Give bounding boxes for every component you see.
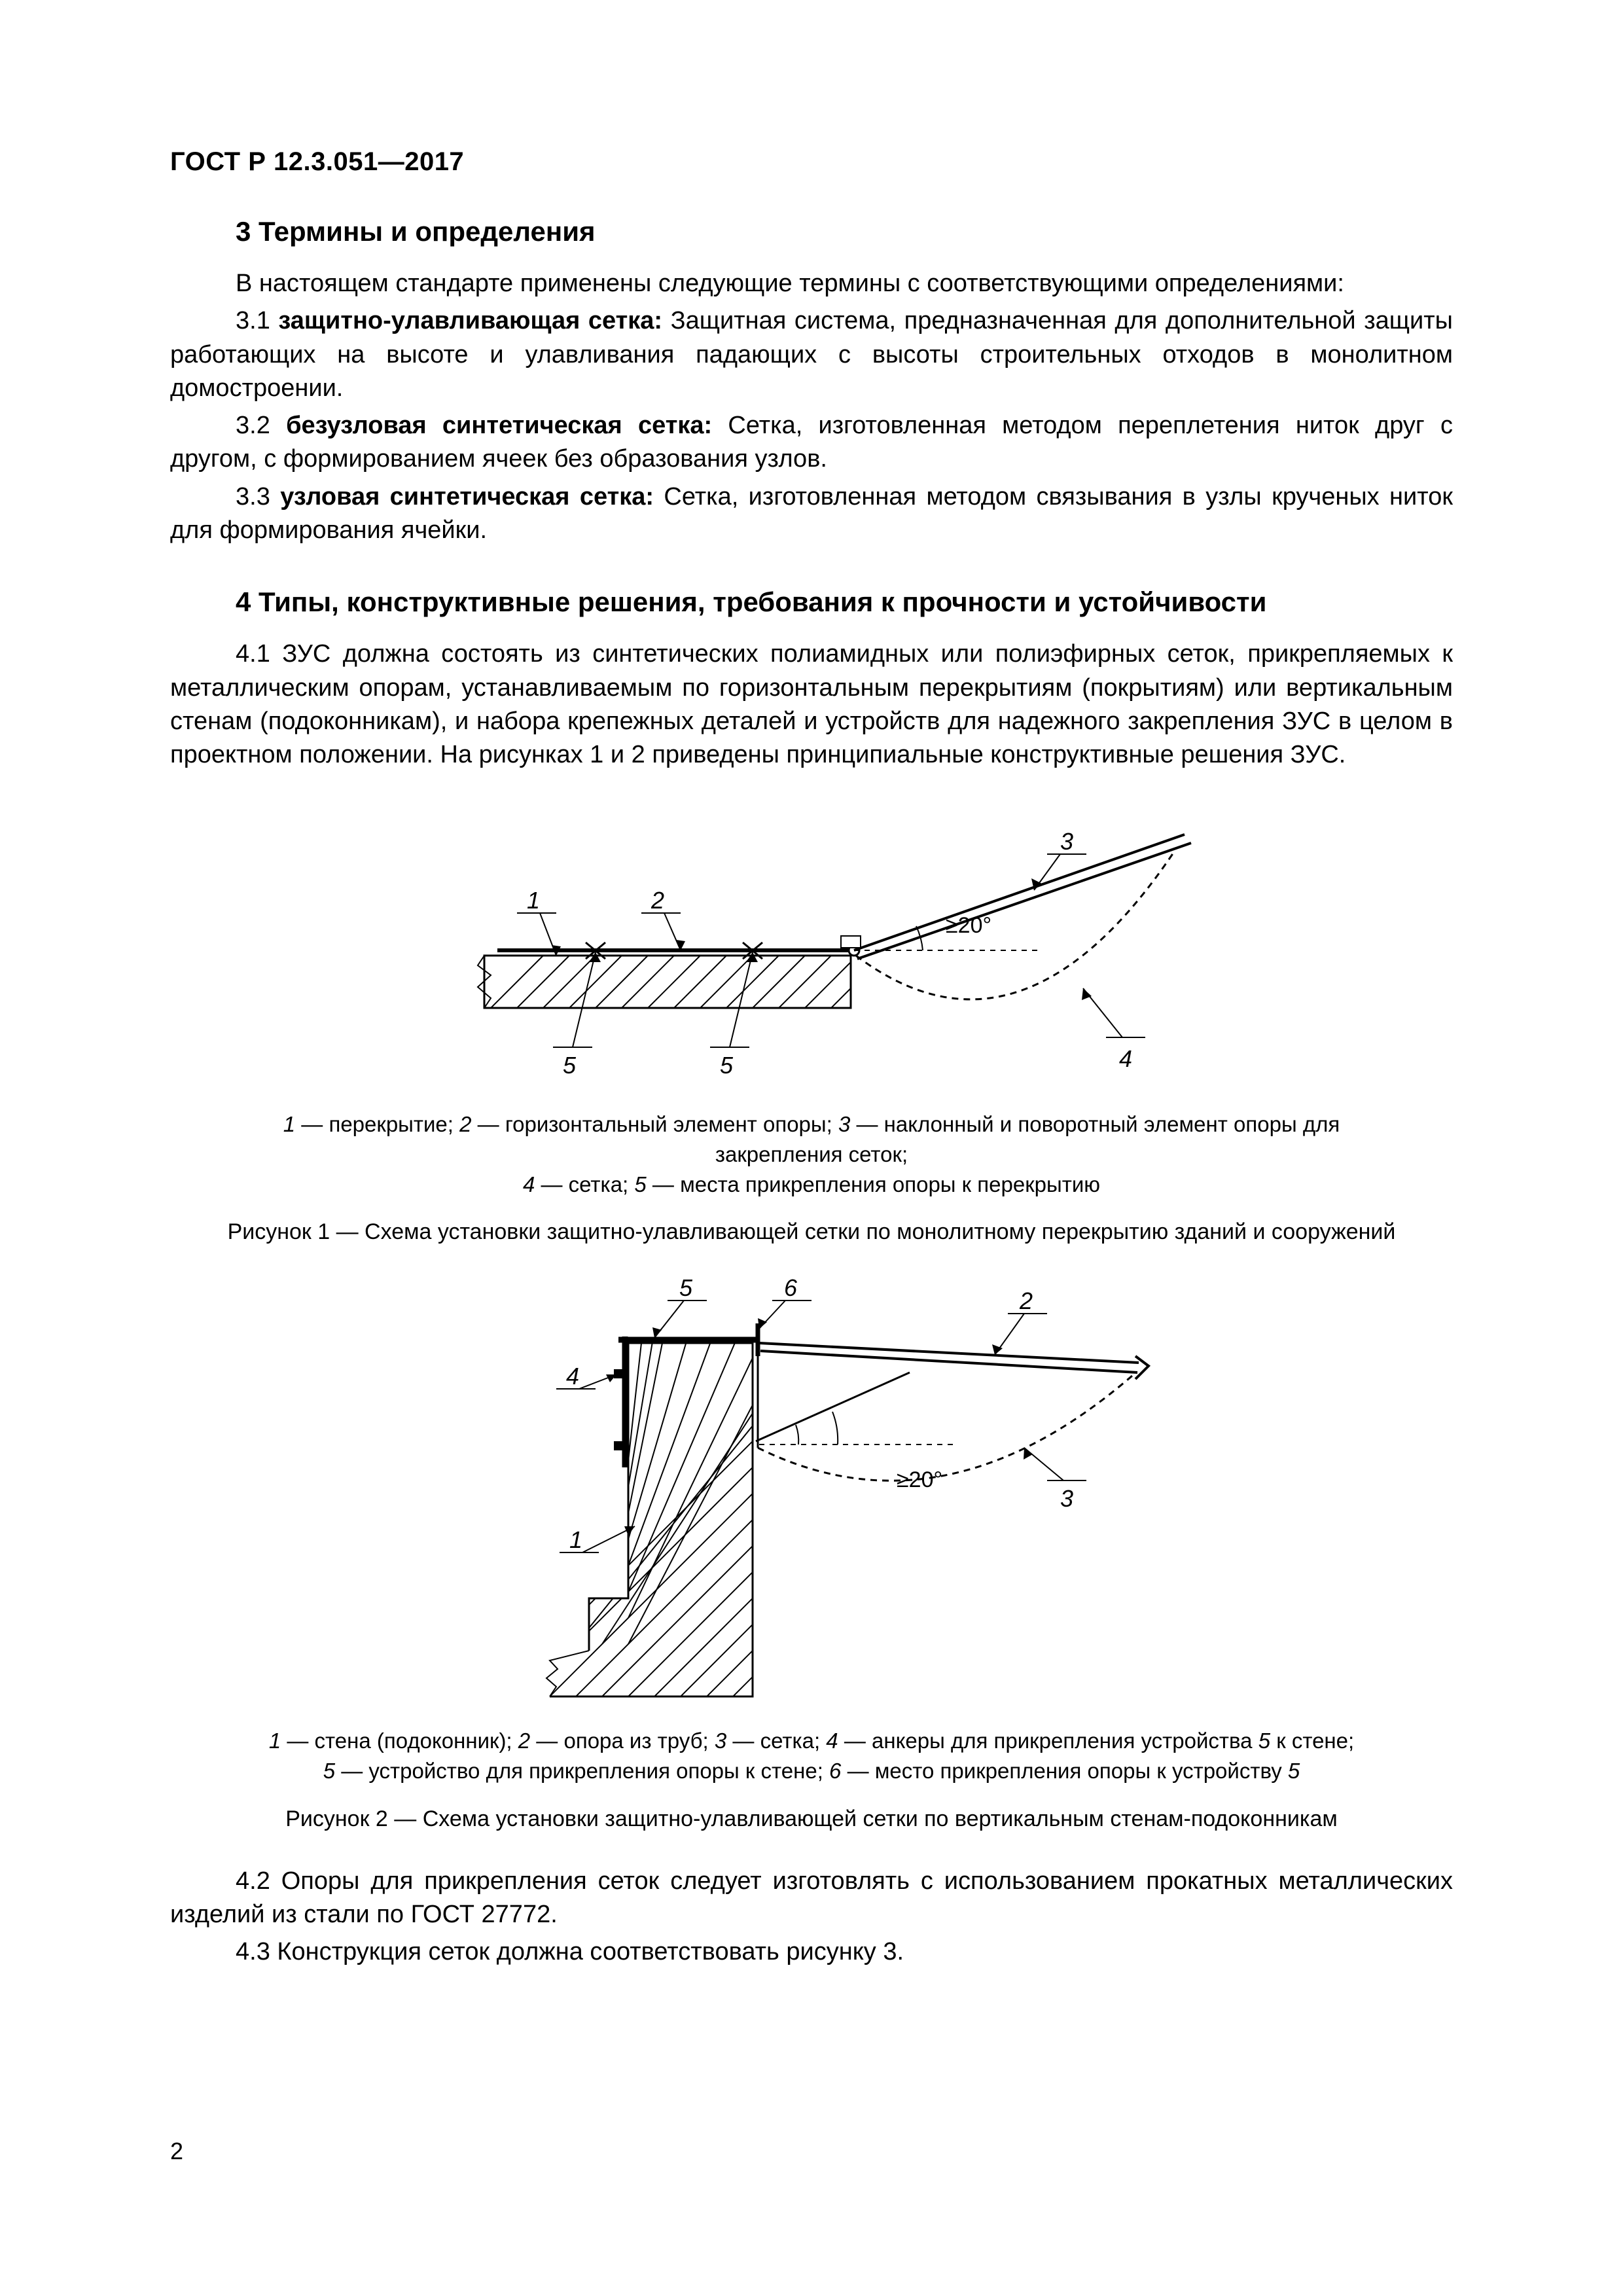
- fig2-label-1: 1: [569, 1526, 582, 1553]
- angle-arc-2b: [796, 1425, 798, 1444]
- figure-2-svg: ≥20° 5 6 2 4: [353, 1278, 1270, 1710]
- term-3-3: 3.3 узловая синтетическая сетка: Сетка, …: [170, 480, 1453, 548]
- anchor-2: [614, 1441, 626, 1450]
- para-4-1: 4.1 ЗУС должна состоять из синтетических…: [170, 637, 1453, 772]
- term-3-1: 3.1 защитно-улавливающая сетка: Защитная…: [170, 304, 1453, 405]
- fig1-label-5a: 5: [563, 1052, 577, 1079]
- pipe-end: [1135, 1356, 1149, 1379]
- document-header: ГОСТ Р 12.3.051—2017: [170, 147, 1453, 177]
- fig2-label-3: 3: [1060, 1485, 1073, 1512]
- page-number: 2: [170, 2138, 183, 2165]
- figure-2-caption: Рисунок 2 — Схема установки защитно-улав…: [170, 1806, 1453, 1832]
- inclined-1: [854, 834, 1185, 950]
- figure-1: ≥20° 1 2 3 4 5: [170, 805, 1453, 1096]
- fig2-label-6: 6: [784, 1278, 798, 1301]
- slab-rect: [484, 956, 851, 1008]
- term-3-3-name: узловая синтетическая сетка:: [280, 483, 654, 511]
- angle-arc-2: [832, 1412, 838, 1444]
- term-3-1-num: 3.1: [236, 307, 278, 334]
- figure-1-svg: ≥20° 1 2 3 4 5: [353, 805, 1270, 1093]
- section-3-heading: 3 Термины и определения: [236, 216, 1453, 247]
- strut: [756, 1372, 910, 1441]
- para-4-3: 4.3 Конструкция сеток должна соответство…: [170, 1935, 1453, 1969]
- fig1-label-3: 3: [1060, 828, 1073, 855]
- term-3-2: 3.2 безузловая синтетическая сетка: Сетк…: [170, 409, 1453, 476]
- term-3-2-num: 3.2: [236, 412, 286, 439]
- term-3-1-name: защитно-улавливающая сетка:: [278, 307, 662, 334]
- fig1-label-5b: 5: [720, 1052, 734, 1079]
- angle-label: ≥20°: [946, 913, 991, 938]
- fig1-label-1: 1: [527, 887, 540, 914]
- net-curve: [856, 851, 1175, 999]
- figure-1-legend: 1 — перекрытие; 2 — горизонтальный элеме…: [223, 1109, 1400, 1200]
- fig2-label-2: 2: [1019, 1287, 1033, 1314]
- figure-2-legend: 1 — стена (подоконник); 2 — опора из тру…: [223, 1726, 1400, 1786]
- section-4-heading: 4 Типы, конструктивные решения, требован…: [236, 586, 1453, 618]
- term-3-2-name: безузловая синтетическая сетка:: [286, 412, 712, 439]
- term-3-3-num: 3.3: [236, 483, 280, 511]
- para-4-2: 4.2 Опоры для прикрепления сеток следует…: [170, 1865, 1453, 1932]
- fig1-label-4: 4: [1119, 1045, 1132, 1072]
- anchor-1: [614, 1369, 626, 1378]
- figure-2: ≥20° 5 6 2 4: [170, 1278, 1453, 1713]
- connector: [841, 936, 861, 948]
- inclined-2: [857, 843, 1191, 959]
- fig2-label-4: 4: [566, 1363, 579, 1390]
- fig1-label-2: 2: [651, 887, 664, 914]
- net-curve-2: [758, 1376, 1132, 1480]
- figure-1-caption: Рисунок 1 — Схема установки защитно-улав…: [170, 1219, 1453, 1245]
- page-content: ГОСТ Р 12.3.051—2017 3 Термины и определ…: [170, 147, 1453, 1973]
- section-3-intro: В настоящем стандарте применены следующи…: [170, 267, 1453, 300]
- fig2-label-5: 5: [679, 1278, 693, 1301]
